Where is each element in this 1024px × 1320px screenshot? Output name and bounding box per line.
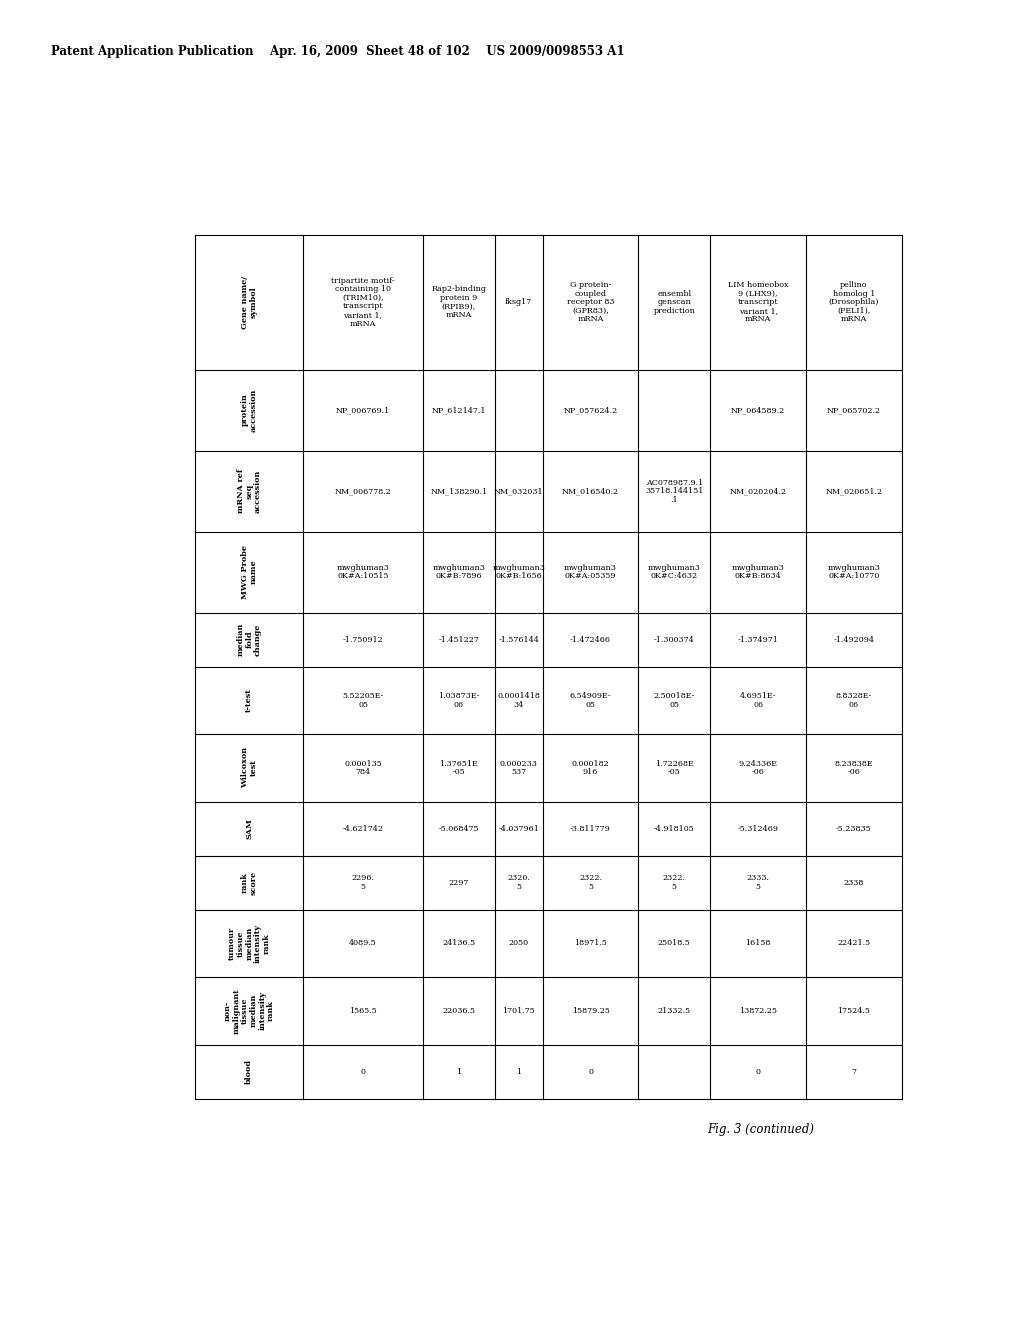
Text: LIM homeobox
9 (LHX9),
transcript
variant 1,
mRNA: LIM homeobox 9 (LHX9), transcript varian… bbox=[728, 281, 788, 323]
Text: -4.621742: -4.621742 bbox=[343, 825, 384, 833]
Text: 24136.5: 24136.5 bbox=[442, 940, 475, 948]
Text: 2296.
5: 2296. 5 bbox=[351, 874, 375, 891]
Text: -4.918105: -4.918105 bbox=[654, 825, 694, 833]
Text: 0: 0 bbox=[588, 1068, 593, 1076]
Text: -1.374971: -1.374971 bbox=[737, 636, 778, 644]
Text: 1.72268E
-05: 1.72268E -05 bbox=[655, 759, 693, 776]
Text: Patent Application Publication    Apr. 16, 2009  Sheet 48 of 102    US 2009/0098: Patent Application Publication Apr. 16, … bbox=[51, 45, 625, 58]
Text: 0.000135
784: 0.000135 784 bbox=[344, 759, 382, 776]
Text: pellino
homolog 1
(Drosophila)
(PELI1),
mRNA: pellino homolog 1 (Drosophila) (PELI1), … bbox=[828, 281, 880, 323]
Text: mwghuman3
0K#B:7896: mwghuman3 0K#B:7896 bbox=[432, 564, 485, 581]
Text: -1.472466: -1.472466 bbox=[570, 636, 611, 644]
Text: SAM: SAM bbox=[246, 818, 253, 840]
Text: 21332.5: 21332.5 bbox=[657, 1007, 691, 1015]
Text: -1.576144: -1.576144 bbox=[499, 636, 539, 644]
Text: 1565.5: 1565.5 bbox=[349, 1007, 377, 1015]
Text: rank
score: rank score bbox=[241, 870, 258, 895]
Text: 2297: 2297 bbox=[449, 879, 469, 887]
Text: NP_612147.1: NP_612147.1 bbox=[431, 407, 486, 414]
Text: 9.24336E
-06: 9.24336E -06 bbox=[738, 759, 777, 776]
Text: NM_006778.2: NM_006778.2 bbox=[335, 487, 391, 495]
Text: NP_064589.2: NP_064589.2 bbox=[731, 407, 785, 414]
Text: Gene name/
symbol: Gene name/ symbol bbox=[241, 276, 258, 329]
Text: ensembl
genscan
prediction: ensembl genscan prediction bbox=[653, 289, 695, 314]
Text: -5.23835: -5.23835 bbox=[836, 825, 871, 833]
Text: 8.8328E-
06: 8.8328E- 06 bbox=[836, 692, 872, 709]
Text: 6.54909E-
05: 6.54909E- 05 bbox=[569, 692, 611, 709]
Text: 1: 1 bbox=[457, 1068, 462, 1076]
Text: -1.300374: -1.300374 bbox=[654, 636, 694, 644]
Text: 22421.5: 22421.5 bbox=[838, 940, 870, 948]
Text: tumour
tissue
median
intensity
rank: tumour tissue median intensity rank bbox=[228, 924, 270, 962]
Text: mwghuman3
0K#C:4632: mwghuman3 0K#C:4632 bbox=[648, 564, 700, 581]
Text: 13872.25: 13872.25 bbox=[739, 1007, 777, 1015]
Text: 0: 0 bbox=[756, 1068, 761, 1076]
Text: -3.811779: -3.811779 bbox=[570, 825, 611, 833]
Text: tripartite motif-
containing 10
(TRIM10),
transcript
variant 1,
mRNA: tripartite motif- containing 10 (TRIM10)… bbox=[331, 277, 395, 327]
Text: 4089.5: 4089.5 bbox=[349, 940, 377, 948]
Text: 2320.
5: 2320. 5 bbox=[507, 874, 530, 891]
Text: NM_016540.2: NM_016540.2 bbox=[562, 487, 620, 495]
Text: -1.492094: -1.492094 bbox=[834, 636, 874, 644]
Text: 2333.
5: 2333. 5 bbox=[746, 874, 770, 891]
Text: Fig. 3 (continued): Fig. 3 (continued) bbox=[708, 1123, 814, 1137]
Text: 22036.5: 22036.5 bbox=[442, 1007, 475, 1015]
Text: mRNA ref
seq
accession: mRNA ref seq accession bbox=[237, 469, 262, 513]
Text: -1.451227: -1.451227 bbox=[438, 636, 479, 644]
Text: NM_032031: NM_032031 bbox=[494, 487, 544, 495]
Text: NM_020204.2: NM_020204.2 bbox=[729, 487, 786, 495]
Text: 0.000182
916: 0.000182 916 bbox=[571, 759, 609, 776]
Text: 2050: 2050 bbox=[509, 940, 528, 948]
Text: MWG Probe
name: MWG Probe name bbox=[241, 545, 258, 599]
Text: NM_020651.2: NM_020651.2 bbox=[825, 487, 883, 495]
Text: mwghuman3
0K#A:10515: mwghuman3 0K#A:10515 bbox=[337, 564, 389, 581]
Text: 0.000233
537: 0.000233 537 bbox=[500, 759, 538, 776]
Text: t-test: t-test bbox=[246, 689, 253, 713]
Text: 1701.75: 1701.75 bbox=[503, 1007, 536, 1015]
Text: AC078987.9.1
35718.144151
.1: AC078987.9.1 35718.144151 .1 bbox=[645, 479, 703, 504]
Text: G protein-
coupled
receptor 83
(GPR83),
mRNA: G protein- coupled receptor 83 (GPR83), … bbox=[566, 281, 614, 323]
Text: 2338: 2338 bbox=[844, 879, 864, 887]
Text: protein
accession: protein accession bbox=[241, 388, 258, 432]
Text: mwghuman3
0K#A:05359: mwghuman3 0K#A:05359 bbox=[564, 564, 616, 581]
Text: 4.6951E-
06: 4.6951E- 06 bbox=[739, 692, 776, 709]
Text: NM_138290.1: NM_138290.1 bbox=[430, 487, 487, 495]
Text: -5.068475: -5.068475 bbox=[438, 825, 479, 833]
Text: 17524.5: 17524.5 bbox=[838, 1007, 870, 1015]
Text: -1.750912: -1.750912 bbox=[343, 636, 383, 644]
Text: mwghuman3
0K#A:10770: mwghuman3 0K#A:10770 bbox=[827, 564, 881, 581]
Text: blood: blood bbox=[246, 1059, 253, 1084]
Text: non-
malignant
tissue
median
intensity
rank: non- malignant tissue median intensity r… bbox=[224, 987, 274, 1034]
Text: NP_006769.1: NP_006769.1 bbox=[336, 407, 390, 414]
Text: mwghuman3
0K#B:8634: mwghuman3 0K#B:8634 bbox=[732, 564, 784, 581]
Text: median
fold
change: median fold change bbox=[237, 623, 262, 656]
Text: Wilcoxon
test: Wilcoxon test bbox=[241, 747, 258, 788]
Text: 2322.
5: 2322. 5 bbox=[663, 874, 686, 891]
Text: 8.23838E
-06: 8.23838E -06 bbox=[835, 759, 873, 776]
Text: 7: 7 bbox=[851, 1068, 856, 1076]
Text: 1.37651E
-05: 1.37651E -05 bbox=[439, 759, 478, 776]
Text: 0: 0 bbox=[360, 1068, 366, 1076]
Text: NP_057624.2: NP_057624.2 bbox=[563, 407, 617, 414]
Text: -4.037961: -4.037961 bbox=[499, 825, 539, 833]
Text: 18971.5: 18971.5 bbox=[574, 940, 607, 948]
Text: 1.03873E-
06: 1.03873E- 06 bbox=[438, 692, 479, 709]
Text: 5.52205E-
05: 5.52205E- 05 bbox=[342, 692, 384, 709]
Text: 25018.5: 25018.5 bbox=[658, 940, 690, 948]
Text: mwghuman3
0K#B:1656: mwghuman3 0K#B:1656 bbox=[493, 564, 545, 581]
Text: 16158: 16158 bbox=[745, 940, 771, 948]
Text: -5.312469: -5.312469 bbox=[737, 825, 778, 833]
Text: 15879.25: 15879.25 bbox=[571, 1007, 609, 1015]
Text: 2322.
5: 2322. 5 bbox=[579, 874, 602, 891]
Text: 2.50018E-
05: 2.50018E- 05 bbox=[653, 692, 695, 709]
Text: 1: 1 bbox=[516, 1068, 521, 1076]
Text: fksg17: fksg17 bbox=[505, 298, 532, 306]
Text: Rap2-binding
protein 9
(RPIB9),
mRNA: Rap2-binding protein 9 (RPIB9), mRNA bbox=[431, 285, 486, 319]
Text: NP_065702.2: NP_065702.2 bbox=[826, 407, 881, 414]
Text: 0.0001418
34: 0.0001418 34 bbox=[498, 692, 540, 709]
